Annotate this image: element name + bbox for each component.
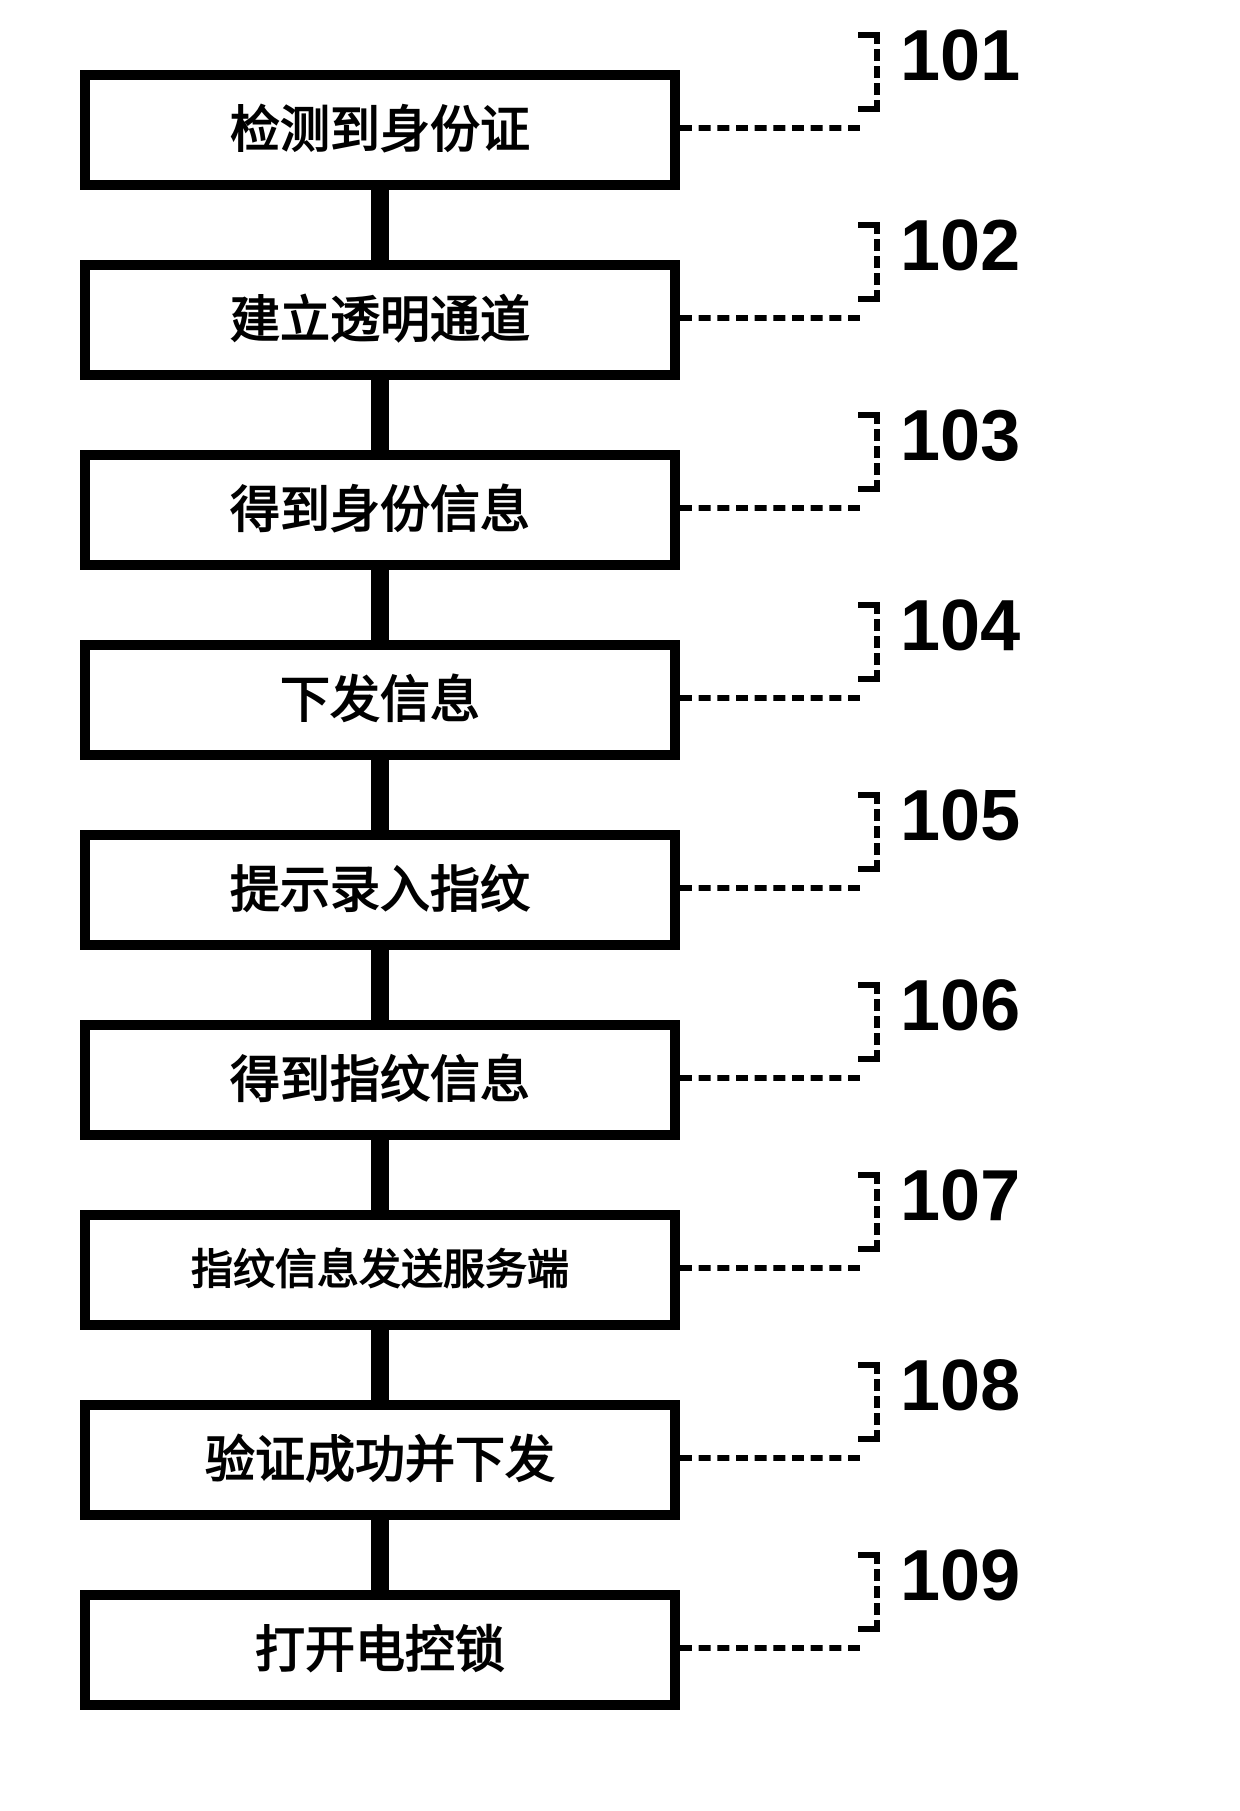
dashed-leader-104 xyxy=(680,695,860,701)
step-number-105: 105 xyxy=(900,775,1020,857)
bracket-104 xyxy=(858,602,880,682)
connector-1 xyxy=(371,190,389,260)
bracket-103 xyxy=(858,412,880,492)
bracket-105 xyxy=(858,792,880,872)
step-box-106: 得到指纹信息 xyxy=(80,1020,680,1140)
connector-5 xyxy=(371,950,389,1020)
step-label-101: 检测到身份证 xyxy=(230,103,530,158)
step-number-106: 106 xyxy=(900,965,1020,1047)
step-number-104: 104 xyxy=(900,585,1020,667)
step-box-107: 指纹信息发送服务端 xyxy=(80,1210,680,1330)
bracket-102 xyxy=(858,222,880,302)
connector-8 xyxy=(371,1520,389,1590)
step-label-104: 下发信息 xyxy=(280,673,480,728)
step-number-107: 107 xyxy=(900,1155,1020,1237)
connector-4 xyxy=(371,760,389,830)
dashed-leader-107 xyxy=(680,1265,860,1271)
step-number-103: 103 xyxy=(900,395,1020,477)
connector-6 xyxy=(371,1140,389,1210)
step-label-108: 验证成功并下发 xyxy=(205,1433,555,1488)
connector-7 xyxy=(371,1330,389,1400)
step-box-104: 下发信息 xyxy=(80,640,680,760)
step-label-107: 指纹信息发送服务端 xyxy=(191,1247,569,1293)
dashed-leader-102 xyxy=(680,315,860,321)
step-box-109: 打开电控锁 xyxy=(80,1590,680,1710)
step-number-109: 109 xyxy=(900,1535,1020,1617)
step-number-108: 108 xyxy=(900,1345,1020,1427)
step-label-106: 得到指纹信息 xyxy=(230,1053,530,1108)
step-box-108: 验证成功并下发 xyxy=(80,1400,680,1520)
bracket-109 xyxy=(858,1552,880,1632)
bracket-101 xyxy=(858,32,880,112)
bracket-107 xyxy=(858,1172,880,1252)
bracket-106 xyxy=(858,982,880,1062)
step-label-103: 得到身份信息 xyxy=(230,483,530,538)
dashed-leader-103 xyxy=(680,505,860,511)
dashed-leader-109 xyxy=(680,1645,860,1651)
step-box-105: 提示录入指纹 xyxy=(80,830,680,950)
step-box-102: 建立透明通道 xyxy=(80,260,680,380)
connector-2 xyxy=(371,380,389,450)
step-box-103: 得到身份信息 xyxy=(80,450,680,570)
step-label-109: 打开电控锁 xyxy=(255,1623,505,1678)
step-label-105: 提示录入指纹 xyxy=(230,863,530,918)
step-number-101: 101 xyxy=(900,15,1020,97)
dashed-leader-101 xyxy=(680,125,860,131)
bracket-108 xyxy=(858,1362,880,1442)
dashed-leader-108 xyxy=(680,1455,860,1461)
step-label-102: 建立透明通道 xyxy=(230,293,530,348)
connector-3 xyxy=(371,570,389,640)
step-number-102: 102 xyxy=(900,205,1020,287)
step-box-101: 检测到身份证 xyxy=(80,70,680,190)
dashed-leader-106 xyxy=(680,1075,860,1081)
dashed-leader-105 xyxy=(680,885,860,891)
